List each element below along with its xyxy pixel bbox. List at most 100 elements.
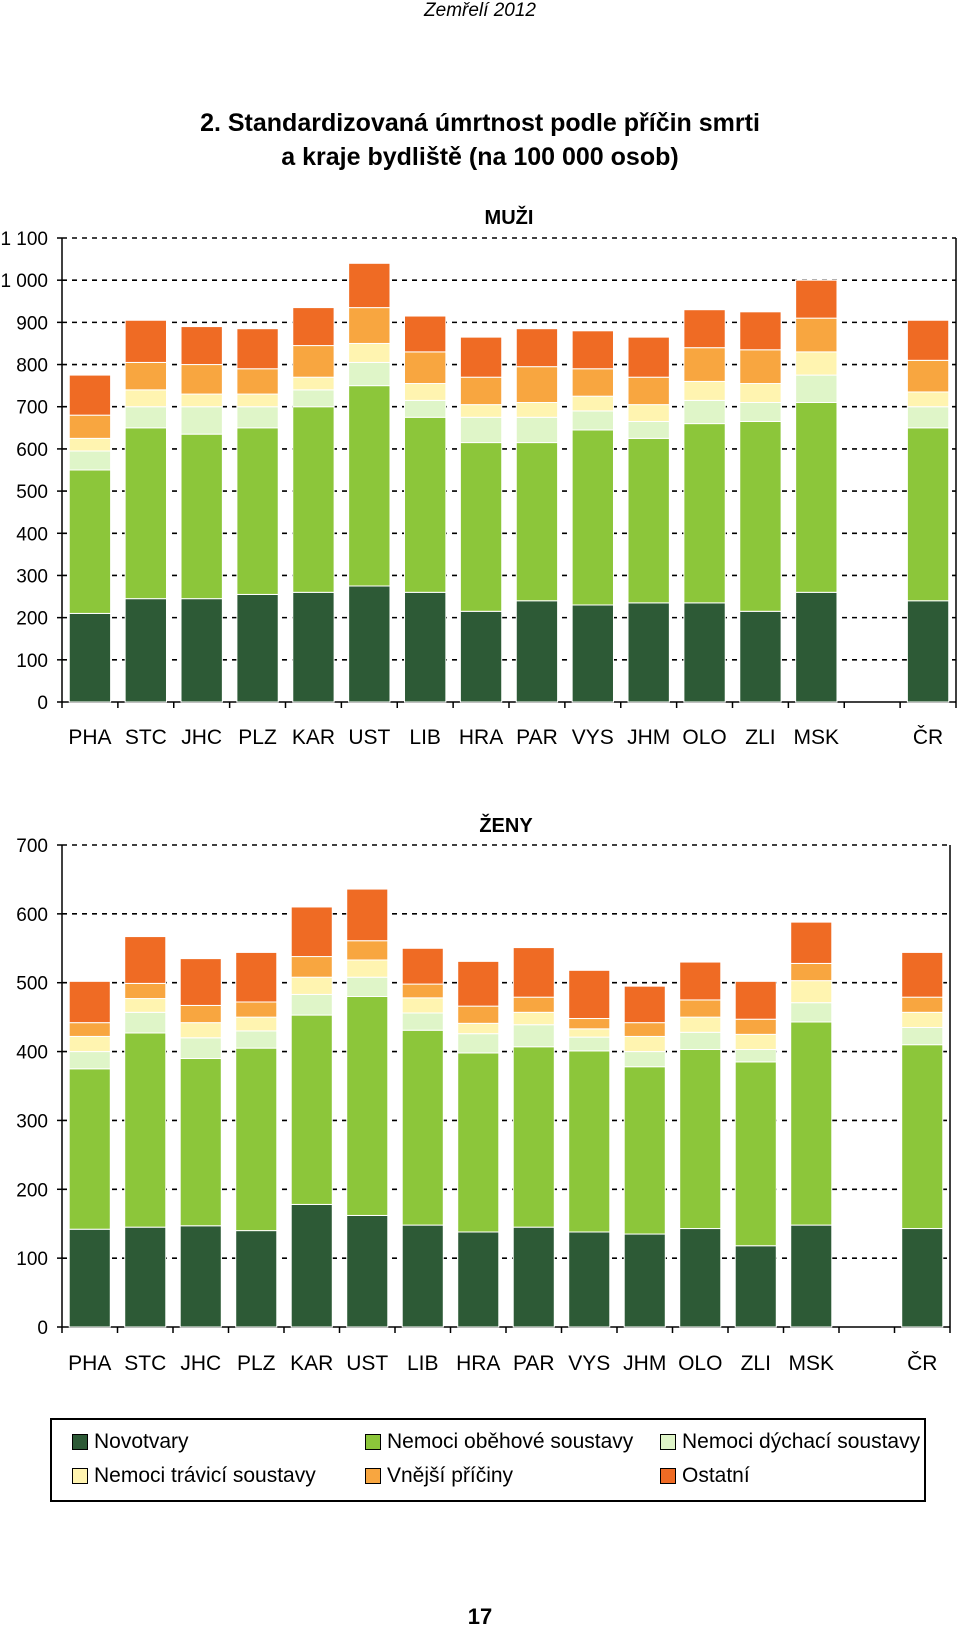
bar-segment <box>627 420 670 439</box>
bar-segment <box>290 956 333 978</box>
x-tick-label: HRA <box>459 726 503 749</box>
bar-segment <box>235 1001 278 1018</box>
bar-segment <box>68 1068 111 1230</box>
bar-segment <box>457 1033 500 1054</box>
bar-segment <box>236 427 279 595</box>
bar-segment <box>568 1231 611 1328</box>
y-tick-label: 500 <box>16 974 48 995</box>
bar-segment <box>734 1033 777 1051</box>
bar-segment <box>795 317 838 353</box>
legend-label: Nemoci oběhové soustavy <box>387 1430 634 1453</box>
legend-swatch <box>365 1434 381 1450</box>
bar-segment <box>348 585 391 703</box>
bar-segment <box>790 1224 833 1328</box>
bar-segment <box>512 1046 555 1228</box>
bar-segment <box>568 1018 611 1030</box>
bar-segment <box>124 982 167 1000</box>
bar-segment <box>68 374 112 416</box>
bar-segment <box>739 420 782 612</box>
bar-segment <box>346 976 389 997</box>
bar-segment <box>236 368 279 395</box>
bar-segment <box>236 328 279 370</box>
bar-segment <box>124 361 167 391</box>
bar-segment <box>512 947 555 998</box>
bar-segment <box>627 437 670 604</box>
y-tick-label: 400 <box>16 1043 48 1064</box>
x-tick-label: PAR <box>513 1352 555 1375</box>
bar-segment <box>68 1051 111 1070</box>
bar-segment <box>790 921 833 964</box>
bar-segment <box>623 1022 666 1037</box>
bar-segment <box>512 1024 555 1048</box>
legend-item: Vnější příčiny <box>365 1464 513 1488</box>
bar-segment <box>290 1203 333 1328</box>
bar-segment <box>68 437 112 452</box>
bar-segment <box>795 279 838 319</box>
bar-segment <box>401 947 444 985</box>
x-tick-label: JHM <box>623 1352 666 1375</box>
x-tick-label: JHM <box>627 726 670 749</box>
x-tick-label: OLO <box>682 726 726 749</box>
y-tick-label: 0 <box>37 1318 48 1339</box>
bar-segment <box>568 1036 611 1052</box>
bar-segment <box>568 1050 611 1233</box>
y-tick-label: 300 <box>16 1111 48 1132</box>
y-tick-label: 100 <box>16 1249 48 1270</box>
bar-segment <box>124 1226 167 1328</box>
legend-label: Novotvary <box>94 1430 189 1453</box>
bar-segment <box>571 429 614 606</box>
bar-segment <box>346 995 389 1216</box>
bar-segment <box>457 1052 500 1233</box>
bar-segment <box>571 410 614 431</box>
bar-segment <box>795 402 838 593</box>
bar-segment <box>235 951 278 1003</box>
legend-swatch <box>660 1468 676 1484</box>
x-tick-label: ZLI <box>745 726 775 749</box>
bar-segment <box>901 951 944 998</box>
bar-segment <box>906 427 950 602</box>
bar-segment <box>236 393 279 408</box>
bar-segment <box>68 469 112 614</box>
page-number: 17 <box>467 1604 493 1629</box>
bar-segment <box>683 423 726 604</box>
bar-segment <box>348 385 391 587</box>
bar-segment <box>404 416 447 593</box>
bar-segment <box>459 404 503 418</box>
bar-segment <box>404 351 447 385</box>
bar-segment <box>290 976 333 995</box>
bar-segment <box>734 1018 777 1035</box>
bar-segment <box>124 1032 167 1228</box>
x-tick-label: KAR <box>292 726 335 749</box>
bar-segment <box>346 940 389 961</box>
bar-segment <box>124 1011 167 1034</box>
y-tick-label: 900 <box>16 313 48 334</box>
bar-segment <box>627 602 670 703</box>
bar-segment <box>179 1022 222 1039</box>
y-tick-label: 300 <box>16 566 48 587</box>
legend-item: Nemoci trávicí soustavy <box>72 1464 316 1488</box>
x-tick-label: PHA <box>68 1352 111 1375</box>
legend-item: Nemoci oběhové soustavy <box>365 1430 633 1454</box>
y-tick-label: 700 <box>16 398 48 419</box>
bar-segment <box>795 351 838 376</box>
bar-segment <box>734 1245 777 1328</box>
y-tick-label: 400 <box>16 524 48 545</box>
bar-segment <box>346 959 389 978</box>
bar-segment <box>679 1049 722 1230</box>
x-tick-label: PHA <box>68 726 111 749</box>
legend-item: Nemoci dýchací soustavy <box>660 1430 920 1454</box>
bar-segment <box>235 1230 278 1328</box>
bar-segment <box>180 598 223 703</box>
y-tick-label: 500 <box>16 482 48 503</box>
bar-segment <box>68 414 112 439</box>
bar-segment <box>68 980 111 1024</box>
bar-segment <box>292 307 335 347</box>
bar-segment <box>235 1016 278 1032</box>
bar-segment <box>795 591 838 703</box>
bar-segment <box>512 1011 555 1026</box>
bar-segment <box>124 936 167 984</box>
bar-segment <box>348 361 391 387</box>
y-tick-label: 0 <box>37 693 48 714</box>
legend-item: Novotvary <box>72 1430 189 1454</box>
x-tick-label: OLO <box>678 1352 722 1375</box>
